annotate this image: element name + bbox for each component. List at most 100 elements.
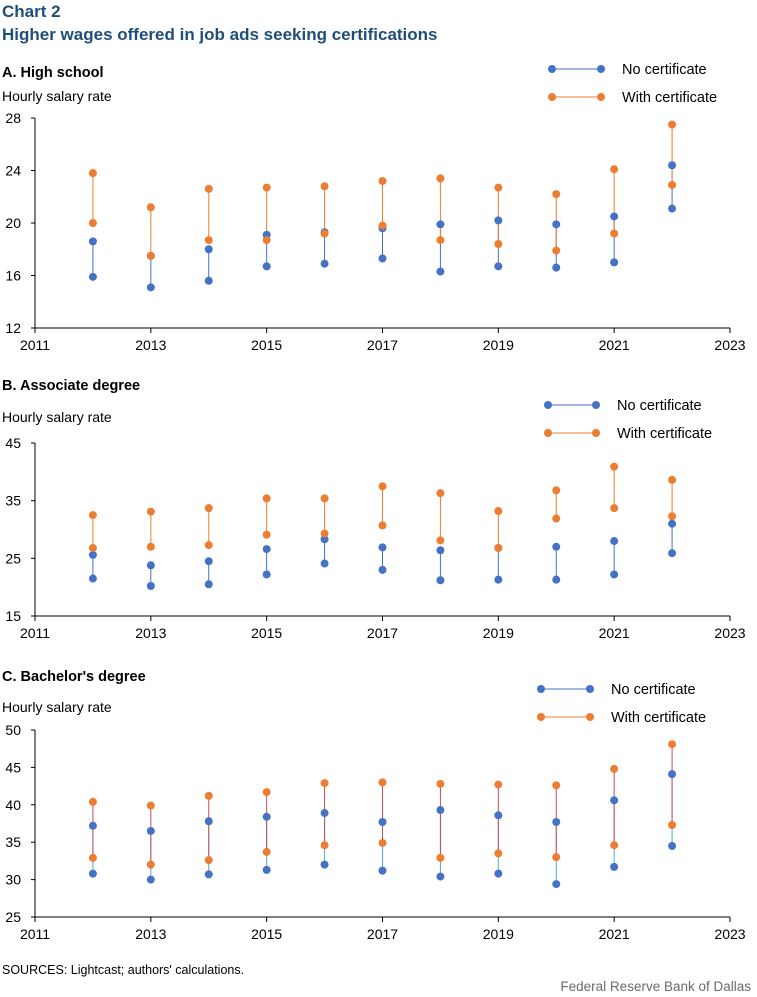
panel-b-no-cert-high-2013 [146, 561, 155, 570]
panel-b-with-cert-low-2019 [494, 543, 503, 552]
panel-b-with-cert-high-2018 [436, 489, 445, 498]
panel-b-with-cert-low-2016 [320, 529, 329, 538]
panel-a-with-cert-low-2013 [146, 251, 155, 260]
chart-label: Chart 2 [2, 2, 61, 21]
panel-a-no-cert-low-2019 [494, 262, 503, 271]
panel-c-no-cert-high-2014 [204, 817, 213, 826]
panel-b-no-cert-high-2016 [320, 535, 329, 544]
panel-c-ytick-label: 30 [5, 872, 21, 888]
panel-a-ylabel: Hourly salary rate [2, 88, 112, 104]
panel-b-legend-with-cert-label: With certificate [617, 426, 712, 442]
panel-c-legend-with-cert-dot-right [586, 713, 594, 721]
panel-a-ytick-label: 28 [5, 110, 21, 126]
panel-c-with-cert-low-2019 [494, 849, 503, 858]
panel-a-with-cert-low-2021 [610, 229, 619, 238]
panel-c-with-cert-low-2016 [320, 841, 329, 850]
panel-c-xtick-label: 2021 [599, 926, 630, 942]
panel-c-no-cert-high-2017 [378, 818, 387, 827]
panel-c-with-cert-low-2021 [610, 841, 619, 850]
panel-a-no-cert-high-2018 [436, 220, 445, 229]
panel-c-no-cert-high-2015 [262, 812, 271, 821]
panel-b-with-cert-low-2012 [88, 543, 97, 552]
panel-a-with-cert-high-2015 [262, 183, 271, 192]
panel-a-with-cert-high-2016 [320, 182, 329, 191]
panel-b-xtick-label: 2019 [483, 625, 514, 641]
panel-c-no-cert-high-2019 [494, 811, 503, 820]
charts-canvas: A. High school Hourly salary rate 12 16 20 24… [2, 62, 746, 942]
panel-c-xtick-label: 2023 [714, 926, 745, 942]
panel-c-no-cert-low-2020 [552, 880, 561, 889]
panel-c-no-cert-high-2022 [668, 770, 677, 779]
panel-b-xtick-label: 2011 [20, 625, 50, 641]
panel-c-no-cert-high-2021 [610, 796, 619, 805]
panel-c-no-cert-low-2013 [146, 875, 155, 884]
panel-c-with-cert-high-2014 [204, 791, 213, 800]
panel-b-no-cert-high-2014 [204, 557, 213, 566]
panel-a-legend-with-cert-dot-left [548, 93, 556, 101]
panel-c-with-cert-low-2018 [436, 853, 445, 862]
panel-c-with-cert-low-2014 [204, 856, 213, 865]
panel-c-no-cert-high-2020 [552, 818, 561, 827]
panel-c-xtick-label: 2013 [135, 926, 166, 942]
panel-c-xtick-label: 2017 [367, 926, 398, 942]
panel-b-with-cert-low-2021 [610, 504, 619, 513]
panel-a-with-cert-high-2012 [88, 169, 97, 178]
panel-b-no-cert-low-2014 [204, 580, 213, 589]
panel-c-ytick-label: 45 [5, 759, 21, 775]
panel-c-with-cert-low-2017 [378, 838, 387, 847]
panel-b-no-cert-high-2015 [262, 545, 271, 554]
credit-line: Federal Reserve Bank of Dallas [560, 979, 751, 994]
panel-a-ytick-label: 12 [5, 320, 21, 336]
panel-c-no-cert-low-2022 [668, 841, 677, 850]
panel-c-legend-with-cert-dot-left [537, 713, 545, 721]
panel-a-xtick-label: 2023 [714, 337, 745, 353]
panel-b-no-cert-low-2013 [146, 582, 155, 591]
panel-a-title: A. High school [2, 65, 104, 81]
panel-a-with-cert-high-2020 [552, 190, 561, 199]
panel-b-no-cert-low-2016 [320, 559, 329, 568]
panel-c-no-cert-low-2016 [320, 860, 329, 869]
panel-a-xtick-label: 2017 [367, 337, 398, 353]
panel-b-xtick-label: 2013 [135, 625, 166, 641]
panel-a-xtick-label: 2011 [20, 337, 50, 353]
panel-a-no-cert-high-2014 [204, 245, 213, 254]
panel-c-legend-no-cert-label: No certificate [611, 682, 696, 698]
panel-a-with-cert-high-2021 [610, 165, 619, 174]
panel-c-no-cert-low-2018 [436, 872, 445, 881]
panel-b-with-cert-high-2012 [88, 511, 97, 520]
panel-c-legend-with-cert-label: With certificate [611, 710, 706, 726]
chart-title: Higher wages offered in job ads seeking … [2, 25, 438, 44]
panel-a-with-cert-high-2013 [146, 203, 155, 212]
sources-note: SOURCES: Lightcast; authors' calculation… [2, 963, 245, 977]
panel-a-no-cert-high-2019 [494, 216, 503, 225]
panel-c-xtick-label: 2015 [251, 926, 282, 942]
panel-c-with-cert-high-2013 [146, 801, 155, 810]
panel-c-with-cert-low-2012 [88, 853, 97, 862]
panel-b-no-cert-high-2020 [552, 542, 561, 551]
panel-b-legend-no-cert-dot-left [544, 401, 552, 409]
panel-c-title: C. Bachelor's degree [2, 669, 146, 685]
panel-b-legend-no-cert-label: No certificate [617, 398, 702, 414]
panel-c-no-cert-high-2016 [320, 809, 329, 818]
panel-b-legend-with-cert-dot-right [592, 429, 600, 437]
panel-a-with-cert-low-2018 [436, 236, 445, 245]
panel-b-no-cert-high-2022 [668, 519, 677, 528]
panel-a-no-cert-low-2018 [436, 267, 445, 276]
panel-b-no-cert-low-2019 [494, 575, 503, 584]
panel-a-no-cert-high-2021 [610, 212, 619, 221]
panel-b-no-cert-low-2015 [262, 570, 271, 579]
panel-a-ytick-label: 20 [5, 215, 21, 231]
panel-b-ytick-label: 25 [5, 550, 21, 566]
panel-a-no-cert-low-2012 [88, 272, 97, 281]
panel-a-no-cert-low-2022 [668, 204, 677, 213]
panel-b-with-cert-high-2022 [668, 475, 677, 484]
panel-a-with-cert-high-2022 [668, 120, 677, 129]
panel-a-no-cert-low-2013 [146, 283, 155, 292]
panel-b-with-cert-high-2014 [204, 504, 213, 513]
panel-a-with-cert-low-2014 [204, 236, 213, 245]
panel-a-no-cert-low-2021 [610, 258, 619, 267]
panel-b-with-cert-high-2013 [146, 507, 155, 516]
panel-b-no-cert-low-2020 [552, 575, 561, 584]
panel-a-xtick-label: 2013 [135, 337, 166, 353]
panel-c-with-cert-high-2015 [262, 788, 271, 797]
